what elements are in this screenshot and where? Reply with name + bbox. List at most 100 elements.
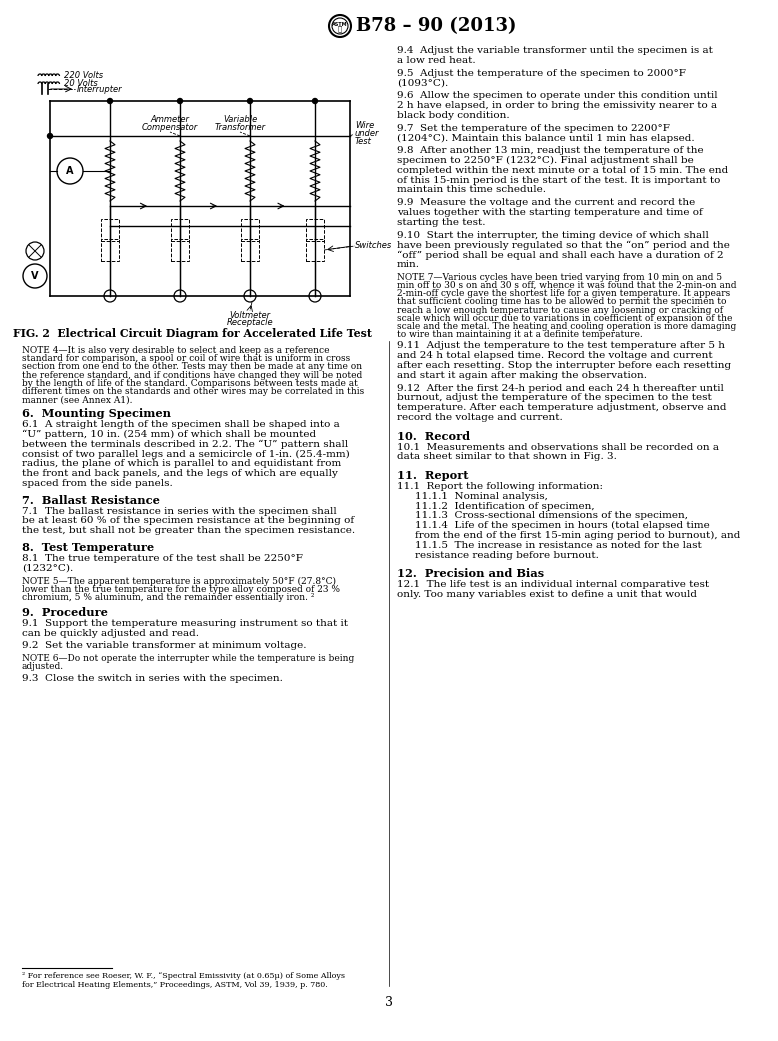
Text: NOTE 7—Various cycles have been tried varying from 10 min on and 5: NOTE 7—Various cycles have been tried va… <box>397 273 722 282</box>
Text: 9.9  Measure the voltage and the current and record the: 9.9 Measure the voltage and the current … <box>397 198 696 207</box>
Text: for Electrical Heating Elements,” Proceedings, ASTM, Vol 39, 1939, p. 780.: for Electrical Heating Elements,” Procee… <box>22 981 328 989</box>
Circle shape <box>57 158 83 184</box>
Text: completed within the next minute or a total of 15 min. The end: completed within the next minute or a to… <box>397 166 728 175</box>
Text: NOTE 6—Do not operate the interrupter while the temperature is being: NOTE 6—Do not operate the interrupter wh… <box>22 654 354 663</box>
Text: “off” period shall be equal and shall each have a duration of 2: “off” period shall be equal and shall ea… <box>397 250 724 259</box>
Bar <box>241 239 259 261</box>
Text: 7.1  The ballast resistance in series with the specimen shall: 7.1 The ballast resistance in series wit… <box>22 507 337 515</box>
Text: from the end of the first 15-min aging period to burnout), and: from the end of the first 15-min aging p… <box>415 531 741 540</box>
Text: NOTE 5—The apparent temperature is approximately 50°F (27.8°C): NOTE 5—The apparent temperature is appro… <box>22 577 336 585</box>
Text: Interrupter: Interrupter <box>77 84 123 94</box>
Circle shape <box>244 290 256 302</box>
Circle shape <box>174 290 186 302</box>
Text: by the length of life of the standard. Comparisons between tests made at: by the length of life of the standard. C… <box>22 379 358 388</box>
Text: 12.1  The life test is an individual internal comparative test: 12.1 The life test is an individual inte… <box>397 580 709 589</box>
Text: 9.4  Adjust the variable transformer until the specimen is at: 9.4 Adjust the variable transformer unti… <box>397 46 713 55</box>
Text: the test, but shall not be greater than the specimen resistance.: the test, but shall not be greater than … <box>22 526 355 535</box>
Bar <box>171 219 189 242</box>
Text: 9.3  Close the switch in series with the specimen.: 9.3 Close the switch in series with the … <box>22 674 283 683</box>
Text: scale and the metal. The heating and cooling operation is more damaging: scale and the metal. The heating and coo… <box>397 322 736 331</box>
Text: Transformer: Transformer <box>215 123 265 132</box>
Text: 6.1  A straight length of the specimen shall be shaped into a: 6.1 A straight length of the specimen sh… <box>22 421 340 429</box>
Text: min.: min. <box>397 260 420 269</box>
Text: Receptacle: Receptacle <box>226 318 273 327</box>
Text: record the voltage and current.: record the voltage and current. <box>397 413 562 422</box>
Text: only. Too many variables exist to define a unit that would: only. Too many variables exist to define… <box>397 590 697 599</box>
Text: Compensator: Compensator <box>142 123 198 132</box>
Bar <box>101 239 119 261</box>
Text: 8.  Test Temperature: 8. Test Temperature <box>22 542 154 553</box>
Text: 10.  Record: 10. Record <box>397 431 470 441</box>
Circle shape <box>26 242 44 260</box>
Text: values together with the starting temperature and time of: values together with the starting temper… <box>397 208 703 217</box>
Text: 9.12  After the first 24-h period and each 24 h thereafter until: 9.12 After the first 24-h period and eac… <box>397 383 724 392</box>
Bar <box>241 219 259 242</box>
Text: ² For reference see Roeser, W. F., “Spectral Emissivity (at 0.65μ) of Some Alloy: ² For reference see Roeser, W. F., “Spec… <box>22 972 345 980</box>
Text: 20 Volts: 20 Volts <box>64 78 98 87</box>
Text: (1204°C). Maintain this balance until 1 min has elapsed.: (1204°C). Maintain this balance until 1 … <box>397 133 695 143</box>
Text: 9.6  Allow the specimen to operate under this condition until: 9.6 Allow the specimen to operate under … <box>397 92 717 100</box>
Text: 9.2  Set the variable transformer at minimum voltage.: 9.2 Set the variable transformer at mini… <box>22 641 307 651</box>
Text: 6.  Mounting Specimen: 6. Mounting Specimen <box>22 408 171 420</box>
Text: can be quickly adjusted and read.: can be quickly adjusted and read. <box>22 629 199 637</box>
Text: 11.1.3  Cross-sectional dimensions of the specimen,: 11.1.3 Cross-sectional dimensions of the… <box>415 511 688 520</box>
Circle shape <box>313 99 317 103</box>
Text: 9.8  After another 13 min, readjust the temperature of the: 9.8 After another 13 min, readjust the t… <box>397 146 703 155</box>
Text: 9.5  Adjust the temperature of the specimen to 2000°F: 9.5 Adjust the temperature of the specim… <box>397 69 686 78</box>
Circle shape <box>247 294 253 299</box>
Text: Ⓝ: Ⓝ <box>338 26 342 32</box>
Text: 7.  Ballast Resistance: 7. Ballast Resistance <box>22 494 159 506</box>
Text: black body condition.: black body condition. <box>397 110 510 120</box>
Text: be at least 60 % of the specimen resistance at the beginning of: be at least 60 % of the specimen resista… <box>22 516 354 526</box>
Text: radius, the plane of which is parallel to and equidistant from: radius, the plane of which is parallel t… <box>22 459 342 468</box>
Text: to wire than maintaining it at a definite temperature.: to wire than maintaining it at a definit… <box>397 330 643 339</box>
Circle shape <box>104 290 116 302</box>
Text: ASTM: ASTM <box>332 22 348 26</box>
Text: V: V <box>31 271 39 281</box>
Text: 2-min-off cycle gave the shortest life for a given temperature. It appears: 2-min-off cycle gave the shortest life f… <box>397 289 731 298</box>
Text: scale which will occur due to variations in coefficient of expansion of the: scale which will occur due to variations… <box>397 313 732 323</box>
Text: resistance reading before burnout.: resistance reading before burnout. <box>415 551 599 560</box>
Text: 220 Volts: 220 Volts <box>64 71 103 79</box>
Text: 9.10  Start the interrupter, the timing device of which shall: 9.10 Start the interrupter, the timing d… <box>397 231 709 239</box>
Text: “U” pattern, 10 in. (254 mm) of which shall be mounted: “U” pattern, 10 in. (254 mm) of which sh… <box>22 430 316 439</box>
Text: 11.1.5  The increase in resistance as noted for the last: 11.1.5 The increase in resistance as not… <box>415 541 702 550</box>
Text: Wire: Wire <box>355 122 374 130</box>
Text: min off to 30 s on and 30 s off, whence it was found that the 2-min-on and: min off to 30 s on and 30 s off, whence … <box>397 281 737 290</box>
Text: data sheet similar to that shown in Fig. 3.: data sheet similar to that shown in Fig.… <box>397 453 617 461</box>
Text: Variable: Variable <box>223 115 257 124</box>
Text: specimen to 2250°F (1232°C). Final adjustment shall be: specimen to 2250°F (1232°C). Final adjus… <box>397 156 694 166</box>
Text: burnout, adjust the temperature of the specimen to the test: burnout, adjust the temperature of the s… <box>397 393 712 403</box>
Text: 11.1  Report the following information:: 11.1 Report the following information: <box>397 482 603 491</box>
Text: (1232°C).: (1232°C). <box>22 563 73 573</box>
Text: of this 15-min period is the start of the test. It is important to: of this 15-min period is the start of th… <box>397 176 720 184</box>
Text: and 24 h total elapsed time. Record the voltage and current: and 24 h total elapsed time. Record the … <box>397 351 713 360</box>
Text: 11.1.2  Identification of specimen,: 11.1.2 Identification of specimen, <box>415 502 594 510</box>
Text: FIG. 2  Electrical Circuit Diagram for Accelerated Life Test: FIG. 2 Electrical Circuit Diagram for Ac… <box>13 328 373 339</box>
Text: 3: 3 <box>385 996 393 1010</box>
Circle shape <box>47 133 52 138</box>
Circle shape <box>247 99 253 103</box>
Text: section from one end to the other. Tests may then be made at any time on: section from one end to the other. Tests… <box>22 362 362 372</box>
Text: Test: Test <box>355 137 372 147</box>
Text: 11.  Report: 11. Report <box>397 471 468 481</box>
Text: 11.1.4  Life of the specimen in hours (total elapsed time: 11.1.4 Life of the specimen in hours (to… <box>415 522 710 530</box>
Text: lower than the true temperature for the type alloy composed of 23 %: lower than the true temperature for the … <box>22 585 340 593</box>
Text: (1093°C).: (1093°C). <box>397 78 448 87</box>
Circle shape <box>313 294 317 299</box>
Text: Ammeter: Ammeter <box>150 115 190 124</box>
Text: spaced from the side panels.: spaced from the side panels. <box>22 479 173 488</box>
Text: consist of two parallel legs and a semicircle of 1-in. (25.4-mm): consist of two parallel legs and a semic… <box>22 450 350 459</box>
Text: between the terminals described in 2.2. The “U” pattern shall: between the terminals described in 2.2. … <box>22 439 349 449</box>
Text: 2 h have elapsed, in order to bring the emissivity nearer to a: 2 h have elapsed, in order to bring the … <box>397 101 717 110</box>
Circle shape <box>23 264 47 288</box>
Text: 12.  Precision and Bias: 12. Precision and Bias <box>397 568 544 580</box>
Text: manner (see Annex A1).: manner (see Annex A1). <box>22 396 132 404</box>
Text: Voltmeter: Voltmeter <box>230 311 271 320</box>
Text: chromium, 5 % aluminum, and the remainder essentially iron. ²: chromium, 5 % aluminum, and the remainde… <box>22 592 314 602</box>
Text: that sufficient cooling time has to be allowed to permit the specimen to: that sufficient cooling time has to be a… <box>397 298 727 306</box>
Text: 8.1  The true temperature of the test shall be 2250°F: 8.1 The true temperature of the test sha… <box>22 554 303 563</box>
Circle shape <box>107 294 113 299</box>
Bar <box>171 239 189 261</box>
Text: reach a low enough temperature to cause any loosening or cracking of: reach a low enough temperature to cause … <box>397 306 723 314</box>
